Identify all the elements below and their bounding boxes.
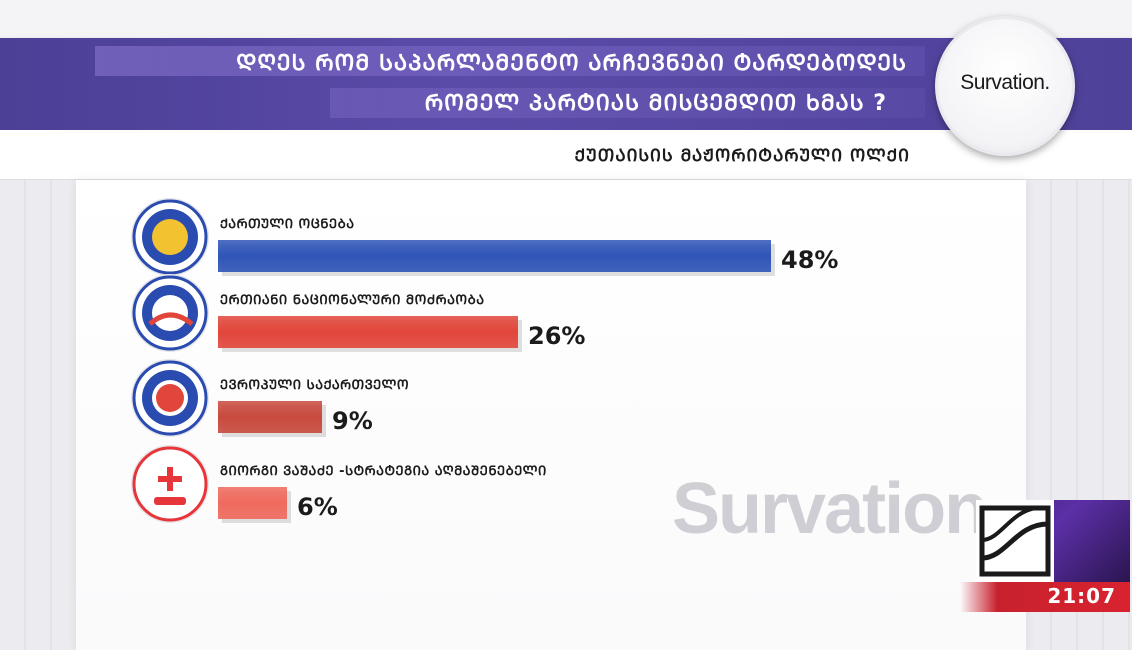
category-label: ᲔᲕᲠᲝᲞᲣᲚᲘ ᲡᲐᲥᲐᲠᲗᲕᲔᲚᲝ <box>220 378 409 393</box>
channel-logo-icon <box>976 500 1054 582</box>
survation-logo-text: Survation. <box>960 71 1050 94</box>
bar <box>218 401 322 433</box>
value-label: 48% <box>781 246 838 274</box>
chart-title-line-2: ᲠᲝᲛᲔᲚ ᲞᲐᲠᲢᲘᲐᲡ ᲛᲘᲡᲪᲔᲛᲓᲘᲗ ᲮᲛᲐᲡ ? <box>424 91 887 116</box>
bar <box>218 487 287 519</box>
chart-subtitle: ᲥᲣᲗᲐᲘᲡᲘᲡ ᲛᲐᲟᲝᲠᲘᲢᲐᲠᲣᲚᲘ ᲝᲚᲥᲘ <box>574 146 910 166</box>
chart-title-line-1: ᲓᲦᲔᲡ ᲠᲝᲛ ᲡᲐᲞᲐᲠᲚᲐᲛᲔᲜᲢᲝ ᲐᲠᲩᲔᲕᲜᲔᲑᲘ ᲢᲐᲠᲓᲔᲑᲝᲓ… <box>236 51 907 76</box>
survation-watermark: Survation <box>672 469 988 549</box>
european-georgia-logo-icon <box>131 359 209 437</box>
category-label: ᲒᲘᲝᲠᲒᲘ ᲕᲐᲨᲐᲫᲔ -ᲡᲢᲠᲐᲢᲔᲒᲘᲐ ᲐᲦᲛᲐᲨᲔᲜᲔᲑᲔᲚᲘ <box>220 464 547 479</box>
category-label: ᲥᲐᲠᲗᲣᲚᲘ ᲝᲪᲜᲔᲑᲐ <box>220 217 355 232</box>
channel-bug <box>976 500 1130 582</box>
subtitle-band <box>0 130 1132 180</box>
strategy-aghmashenebeli-logo-icon <box>131 445 209 523</box>
united-national-movement-logo-icon <box>131 274 209 352</box>
value-label: 26% <box>528 322 585 350</box>
value-label: 9% <box>332 407 373 435</box>
georgian-dream-logo-icon <box>131 198 209 276</box>
background-left-wall <box>0 180 76 650</box>
value-label: 6% <box>297 493 338 521</box>
survation-logo: Survation. <box>935 16 1075 156</box>
clock-bar: 21:07 <box>960 582 1130 612</box>
category-label: ᲔᲠᲗᲘᲐᲜᲘ ᲜᲐᲪᲘᲝᲜᲐᲚᲣᲠᲘ ᲛᲝᲫᲠᲐᲝᲑᲐ <box>220 293 485 308</box>
bar <box>218 240 771 272</box>
bar <box>218 316 518 348</box>
clock-time: 21:07 <box>1047 584 1116 608</box>
